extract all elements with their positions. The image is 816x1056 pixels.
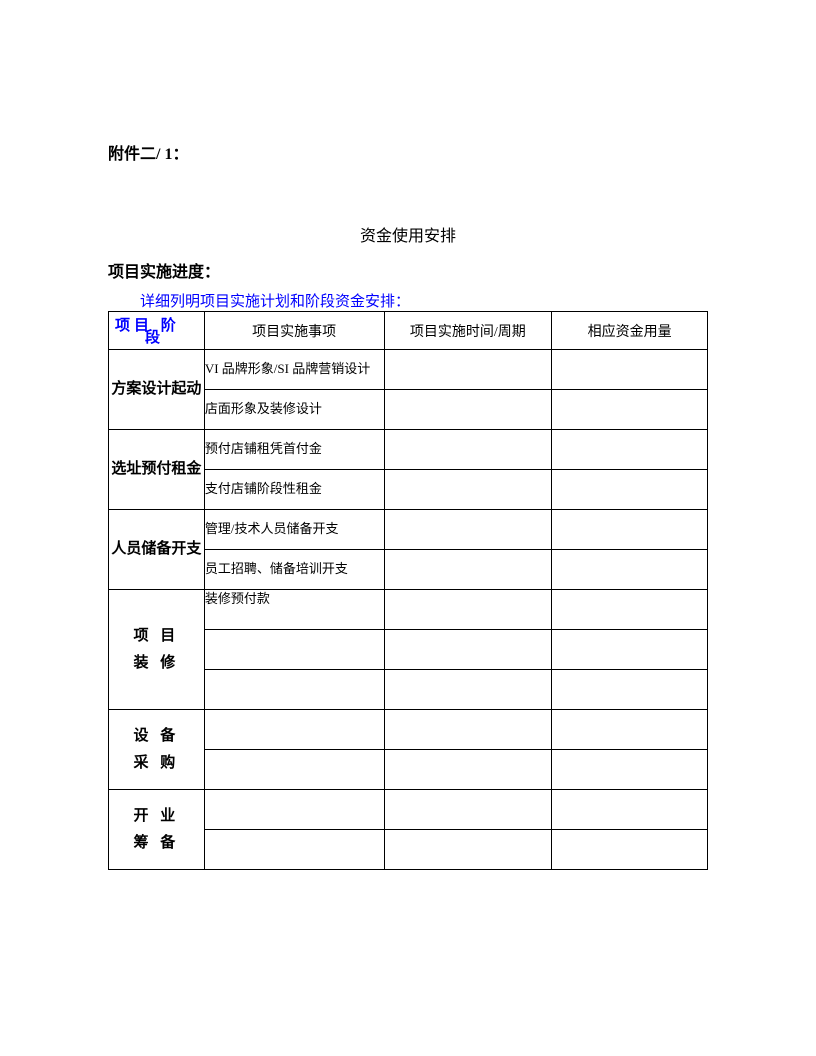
header-time: 项目实施时间/周期 xyxy=(384,312,552,350)
amount-cell xyxy=(552,350,708,390)
table-row: 选址预付租金预付店铺租凭首付金 xyxy=(109,430,708,470)
amount-cell xyxy=(552,510,708,550)
time-cell xyxy=(384,350,552,390)
time-cell xyxy=(384,390,552,430)
time-cell xyxy=(384,550,552,590)
stage-name-line: 采 购 xyxy=(109,750,204,777)
amount-cell xyxy=(552,670,708,710)
table-row: 方案设计起动VI 品牌形象/SI 品牌营销设计 xyxy=(109,350,708,390)
fund-schedule-table: 项目 阶 段 项目实施事项 项目实施时间/周期 相应资金用量 方案设计起动VI … xyxy=(108,311,708,870)
stage-name-line: 筹 备 xyxy=(109,830,204,857)
header-stage: 项目 阶 段 xyxy=(109,312,205,350)
amount-cell xyxy=(552,470,708,510)
time-cell xyxy=(384,830,552,870)
item-cell: VI 品牌形象/SI 品牌营销设计 xyxy=(204,350,384,390)
item-cell: 预付店铺租凭首付金 xyxy=(204,430,384,470)
item-cell: 员工招聘、储备培训开支 xyxy=(204,550,384,590)
amount-cell xyxy=(552,590,708,630)
amount-cell xyxy=(552,430,708,470)
item-cell xyxy=(204,670,384,710)
amount-cell xyxy=(552,390,708,430)
stage-cell: 选址预付租金 xyxy=(109,430,205,510)
time-cell xyxy=(384,510,552,550)
time-cell xyxy=(384,430,552,470)
time-cell xyxy=(384,710,552,750)
stage-name-line: 设 备 xyxy=(109,723,204,750)
document-page: 附件二/ 1： 资金使用安排 项目实施进度： 详细列明项目实施计划和阶段资金安排… xyxy=(0,0,816,930)
item-cell xyxy=(204,830,384,870)
amount-cell xyxy=(552,790,708,830)
item-cell: 支付店铺阶段性租金 xyxy=(204,470,384,510)
item-cell xyxy=(204,710,384,750)
item-cell: 装修预付款 xyxy=(204,590,384,630)
stage-cell: 设 备采 购 xyxy=(109,710,205,790)
table-row: 开 业筹 备 xyxy=(109,790,708,830)
stage-name-line: 装 修 xyxy=(109,650,204,677)
stage-name-line: 人员储备开支 xyxy=(109,536,204,563)
stage-name-line: 项 目 xyxy=(109,623,204,650)
stage-name-line: 选址预付租金 xyxy=(109,456,204,483)
time-cell xyxy=(384,630,552,670)
item-cell xyxy=(204,750,384,790)
stage-cell: 开 业筹 备 xyxy=(109,790,205,870)
item-cell: 店面形象及装修设计 xyxy=(204,390,384,430)
item-cell xyxy=(204,630,384,670)
table-row: 人员储备开支管理/技术人员储备开支 xyxy=(109,510,708,550)
amount-cell xyxy=(552,710,708,750)
stage-cell: 人员储备开支 xyxy=(109,510,205,590)
header-stage-bottom: 段 xyxy=(145,326,160,347)
stage-name-line: 方案设计起动 xyxy=(109,376,204,403)
stage-name-line: 开 业 xyxy=(109,803,204,830)
time-cell xyxy=(384,670,552,710)
time-cell xyxy=(384,590,552,630)
time-cell xyxy=(384,790,552,830)
document-title: 资金使用安排 xyxy=(108,222,708,246)
stage-cell: 项 目装 修 xyxy=(109,590,205,710)
stage-cell: 方案设计起动 xyxy=(109,350,205,430)
header-amount: 相应资金用量 xyxy=(552,312,708,350)
time-cell xyxy=(384,750,552,790)
item-cell xyxy=(204,790,384,830)
table-row: 项 目装 修装修预付款 xyxy=(109,590,708,630)
amount-cell xyxy=(552,630,708,670)
amount-cell xyxy=(552,750,708,790)
instruction-text: 详细列明项目实施计划和阶段资金安排： xyxy=(140,290,708,311)
amount-cell xyxy=(552,550,708,590)
table-header-row: 项目 阶 段 项目实施事项 项目实施时间/周期 相应资金用量 xyxy=(109,312,708,350)
section-subtitle: 项目实施进度： xyxy=(108,258,708,282)
table-row: 设 备采 购 xyxy=(109,710,708,750)
header-item: 项目实施事项 xyxy=(204,312,384,350)
amount-cell xyxy=(552,830,708,870)
time-cell xyxy=(384,470,552,510)
attachment-header: 附件二/ 1： xyxy=(108,140,708,164)
item-cell: 管理/技术人员储备开支 xyxy=(204,510,384,550)
table-body: 方案设计起动VI 品牌形象/SI 品牌营销设计店面形象及装修设计选址预付租金预付… xyxy=(109,350,708,870)
